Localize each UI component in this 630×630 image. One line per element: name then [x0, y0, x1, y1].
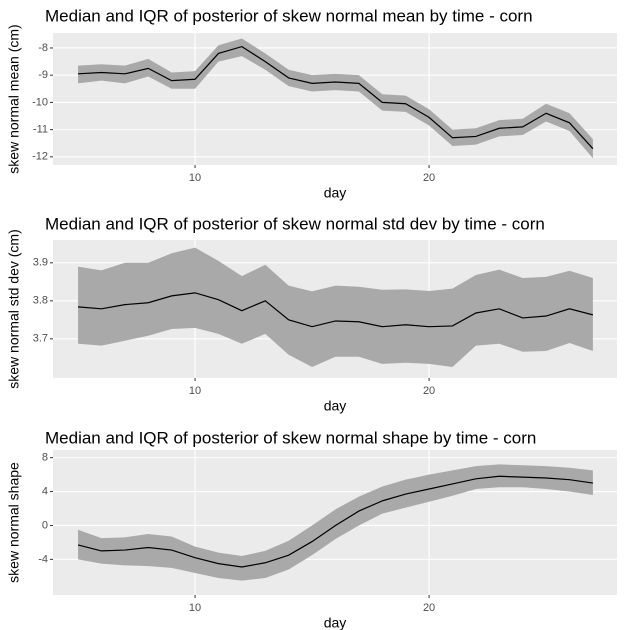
y-axis-label: skew normal shape — [6, 462, 22, 583]
x-axis-label: day — [324, 615, 347, 630]
x-tick-label: 20 — [423, 172, 435, 184]
x-tick-label: 10 — [189, 602, 201, 614]
x-axis-label: day — [324, 185, 347, 201]
y-tick-label: 8 — [42, 452, 48, 464]
iqr-band — [78, 247, 593, 367]
iqr-band — [78, 38, 593, 159]
median-line — [78, 45, 594, 150]
x-tick-label: 20 — [423, 385, 435, 397]
y-tick-label: 3.8 — [33, 295, 48, 307]
y-tick-label: -11 — [33, 124, 48, 136]
y-tick-label: -4 — [38, 553, 48, 565]
x-axis-label: day — [324, 398, 347, 414]
median-line — [77, 475, 593, 568]
y-tick-label: 3.7 — [33, 333, 48, 345]
chart-title: Median and IQR of posterior of skew norm… — [45, 428, 536, 447]
chart-title: Median and IQR of posterior of skew norm… — [45, 6, 533, 25]
y-tick-label: -10 — [32, 96, 48, 108]
y-tick-label: 3.9 — [33, 257, 48, 269]
iqr-band — [78, 464, 593, 581]
y-tick-label: 0 — [42, 519, 48, 531]
y-axis-label: skew normal std dev (cm) — [6, 229, 22, 388]
y-tick-label: -9 — [38, 69, 48, 81]
chart-title: Median and IQR of posterior of skew norm… — [45, 214, 545, 233]
y-tick-label: 4 — [42, 485, 48, 497]
y-tick-label: -12 — [32, 151, 48, 163]
y-tick-label: -8 — [38, 42, 48, 54]
x-tick-label: 20 — [423, 602, 435, 614]
y-axis-label: skew normal mean (cm) — [6, 24, 22, 173]
panel — [53, 33, 617, 165]
median-line — [77, 292, 594, 328]
x-tick-label: 10 — [189, 385, 201, 397]
x-tick-label: 10 — [189, 172, 201, 184]
